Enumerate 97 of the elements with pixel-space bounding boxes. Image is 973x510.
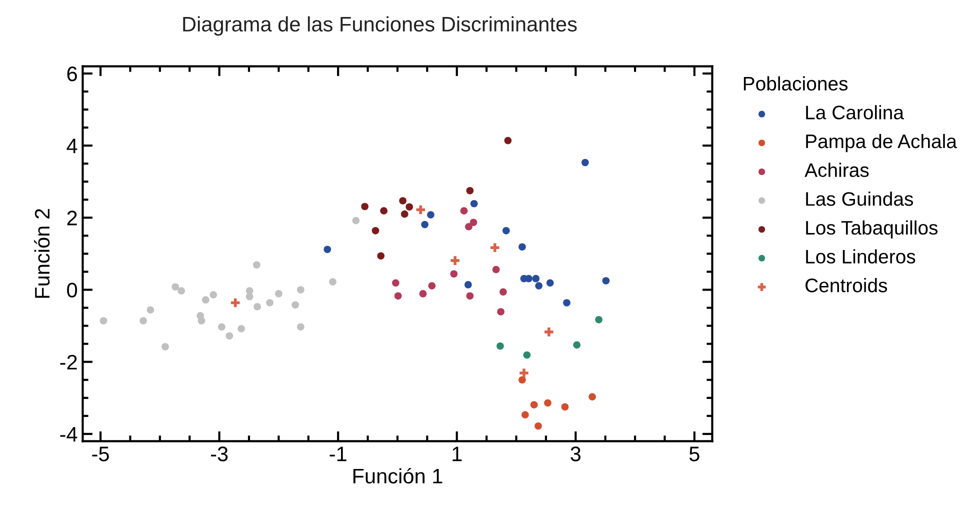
y-tick-label: 0 (67, 282, 78, 298)
point (377, 252, 385, 260)
legend-label: Achiras (804, 162, 869, 178)
y-tick-label: 6 (67, 66, 77, 82)
point (466, 292, 474, 300)
point (602, 277, 610, 284)
point (419, 290, 427, 298)
point (525, 274, 532, 282)
point (230, 296, 242, 309)
point (238, 325, 245, 332)
y-axis-title: Función 2 (34, 209, 50, 298)
point (465, 223, 472, 230)
point (535, 282, 542, 290)
x-tick-label: 1 (452, 446, 462, 462)
point (146, 306, 154, 314)
legend-label: Los Linderos (806, 249, 916, 264)
x-tick-label: 5 (689, 446, 700, 462)
point (518, 367, 530, 379)
point (595, 316, 602, 324)
point (399, 197, 406, 204)
point (470, 200, 478, 208)
point (140, 317, 147, 324)
x-tick-label: -1 (330, 446, 346, 462)
point (202, 296, 210, 304)
point (400, 210, 408, 218)
point (544, 399, 552, 407)
point (329, 278, 336, 286)
point (352, 216, 360, 224)
point (226, 332, 234, 340)
point (464, 281, 472, 288)
point (266, 299, 274, 306)
y-tick-label: -2 (60, 354, 77, 370)
point (470, 218, 478, 226)
point (392, 279, 400, 287)
point (460, 207, 468, 215)
point (546, 279, 554, 287)
legend-title: Poblaciones (744, 76, 848, 91)
point (427, 211, 434, 218)
point (100, 317, 108, 324)
point (218, 323, 226, 331)
point (530, 401, 538, 408)
point (372, 226, 380, 234)
point (581, 158, 589, 166)
point (518, 243, 526, 251)
legend-label: Las Guindas (806, 192, 914, 206)
legend-label: Los Tabaquillos (806, 220, 938, 239)
point (496, 342, 504, 350)
point (489, 242, 501, 254)
point (588, 393, 596, 400)
point (246, 292, 254, 300)
x-tick-label: -5 (92, 446, 109, 462)
point (162, 343, 169, 350)
point (324, 246, 332, 254)
point (253, 261, 260, 269)
x-tick-label: 3 (570, 446, 581, 462)
legend-label: Pampa de Achala (806, 134, 957, 152)
y-tick-label: 2 (67, 210, 77, 226)
point (563, 299, 570, 306)
point (292, 301, 299, 309)
point (406, 203, 414, 211)
y-tick-label: -4 (60, 427, 78, 442)
point (275, 290, 282, 298)
point (523, 351, 531, 359)
y-tick-label: 4 (66, 138, 78, 154)
point (573, 341, 580, 349)
chart-title: Diagrama de las Funciones Discriminantes (183, 16, 577, 36)
point (543, 326, 555, 338)
point (466, 186, 474, 194)
point (532, 274, 540, 282)
legend-label: Centroids (806, 278, 888, 292)
point (518, 376, 526, 384)
point (504, 136, 512, 144)
x-tick-label: -3 (210, 446, 228, 462)
point (210, 291, 218, 298)
point (296, 323, 304, 331)
point (394, 292, 402, 300)
point (380, 207, 388, 215)
legend-label: La Carolina (806, 105, 904, 120)
point (361, 202, 368, 210)
point (492, 266, 500, 274)
point (561, 403, 569, 411)
point (296, 286, 304, 294)
point (521, 411, 529, 419)
point (414, 204, 426, 216)
point (178, 287, 185, 295)
point (534, 422, 542, 430)
point (502, 226, 510, 234)
point (428, 282, 436, 290)
point (449, 254, 461, 266)
point (421, 220, 428, 228)
point (172, 283, 180, 291)
point (497, 308, 504, 316)
x-axis-title: Función 1 (353, 468, 442, 484)
point (198, 317, 206, 324)
point (254, 303, 261, 310)
point (450, 270, 458, 278)
point (500, 288, 507, 296)
